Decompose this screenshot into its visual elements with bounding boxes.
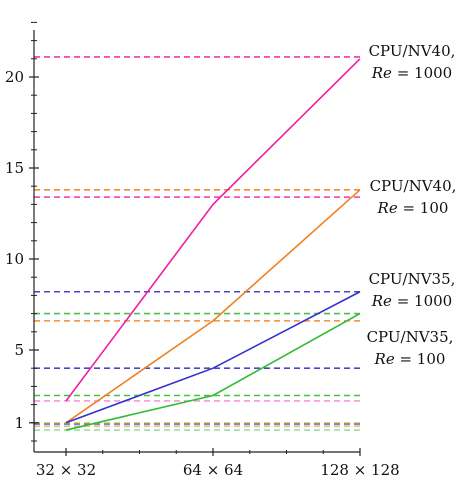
- series-line: [65, 312, 361, 431]
- y-tick-label: 10: [5, 250, 24, 268]
- annotation-math: Re: [371, 64, 392, 82]
- y-tick-label: 5: [14, 341, 24, 359]
- annotation-line1: CPU/NV35,: [367, 328, 454, 346]
- annotation-value: = 100: [398, 199, 449, 217]
- annotation-math: Re: [374, 350, 395, 368]
- x-tick-label: 128 × 128: [320, 461, 399, 479]
- series-line: [65, 291, 361, 424]
- series-line: [65, 189, 361, 424]
- series-annotations: CPU/NV40, Re = 1000 CPU/NV40, Re = 100 CPU/N…: [367, 42, 457, 368]
- annotation-math: Re: [377, 199, 398, 217]
- series-line: [65, 58, 361, 402]
- x-tick-label: 64 × 64: [183, 461, 243, 479]
- y-tick-label: 15: [5, 159, 24, 177]
- annotation-line1: CPU/NV40,: [370, 177, 457, 195]
- annotation-math: Re: [371, 292, 392, 310]
- x-tick-label: 32 × 32: [36, 461, 96, 479]
- annotation-line2: Re = 1000: [371, 292, 452, 310]
- y-tick-label: 1: [14, 414, 24, 432]
- annotation-value: = 1000: [392, 292, 452, 310]
- annotation-line2: Re = 1000: [371, 64, 452, 82]
- annotation-line2: Re = 100: [377, 199, 449, 217]
- annotation-line2: Re = 100: [374, 350, 446, 368]
- axes: [33, 30, 360, 453]
- y-tick-label: 20: [5, 68, 24, 86]
- annotation-line1: CPU/NV40,: [369, 42, 456, 60]
- series-lines: [65, 58, 361, 431]
- x-axis-ticks: 32 × 32 64 × 64 128 × 128: [36, 448, 400, 479]
- annotation-line1: CPU/NV35,: [369, 270, 456, 288]
- annotation-value: = 1000: [392, 64, 452, 82]
- annotation-value: = 100: [395, 350, 446, 368]
